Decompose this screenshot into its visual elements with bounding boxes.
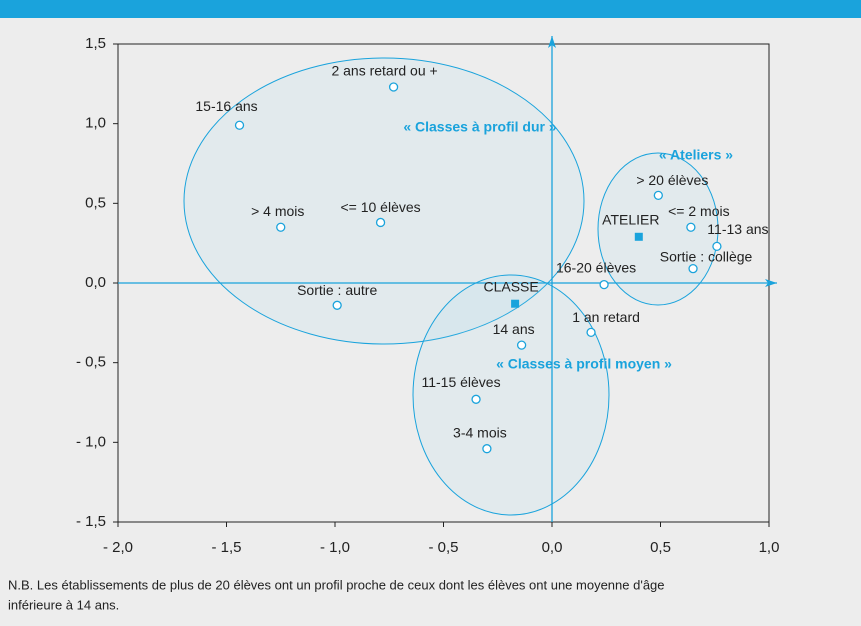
point xyxy=(516,340,527,350)
square-label: ATELIER xyxy=(602,211,659,227)
point xyxy=(653,190,663,201)
point-label: 11-15 élèves xyxy=(421,374,500,390)
x-tick-label: 0,5 xyxy=(650,539,671,556)
v-arrow xyxy=(548,36,556,48)
x-tick-label: 1,0 xyxy=(759,539,780,556)
ellipse-ateliers xyxy=(597,152,719,306)
x-tick-label: 0,0 xyxy=(542,539,563,556)
annotation: « Ateliers » xyxy=(659,147,733,163)
point-label: 11-13 ans xyxy=(707,221,768,237)
point xyxy=(688,264,698,274)
point xyxy=(712,241,722,252)
note: inférieure à 14 ans. xyxy=(8,597,119,612)
point xyxy=(686,222,696,232)
ellipse-dur xyxy=(183,57,585,345)
y-tick-label: - 1,0 xyxy=(76,433,106,450)
y-tick-label: 0,0 xyxy=(85,274,106,291)
point-label: <= 2 mois xyxy=(668,203,729,219)
point-label: Sortie : autre xyxy=(297,282,377,298)
square-point xyxy=(634,232,643,241)
point-label: 2 ans retard ou + xyxy=(331,63,437,79)
point xyxy=(599,279,609,290)
point xyxy=(276,222,286,232)
point-label: 14 ans xyxy=(493,321,535,337)
point-label: <= 10 élèves xyxy=(340,199,420,215)
x-tick-label: - 1,5 xyxy=(211,539,241,556)
point xyxy=(586,327,596,338)
point xyxy=(234,120,245,130)
annotation: « Classes à profil moyen » xyxy=(496,356,672,372)
h-arrow xyxy=(765,279,777,287)
point-label: 16-20 élèves xyxy=(556,259,636,275)
x-tick-label: - 0,5 xyxy=(428,539,458,556)
x-tick-label: - 1,0 xyxy=(320,539,350,556)
point xyxy=(375,217,386,228)
note: N.B. Les établissements de plus de 20 él… xyxy=(8,577,665,592)
point-label: > 20 élèves xyxy=(636,172,708,188)
point-label: > 4 mois xyxy=(251,203,304,219)
y-tick-label: 0,5 xyxy=(85,194,106,211)
ellipse-moyen xyxy=(412,274,610,516)
y-tick-label: 1,0 xyxy=(85,115,106,132)
y-tick-label: 1,5 xyxy=(85,35,106,52)
y-tick-label: - 0,5 xyxy=(76,354,106,371)
point xyxy=(471,394,481,404)
point-label: 3-4 mois xyxy=(453,424,507,440)
y-tick-label: - 1,5 xyxy=(76,513,106,530)
point xyxy=(388,82,399,92)
point xyxy=(482,444,492,454)
square-label: CLASSE xyxy=(483,278,538,294)
x-tick-label: - 2,0 xyxy=(103,539,133,556)
point-label: Sortie : collège xyxy=(660,248,753,264)
annotation: « Classes à profil dur » xyxy=(403,119,556,135)
point xyxy=(332,300,342,310)
square-point xyxy=(511,299,520,308)
point-label: 1 an retard xyxy=(572,309,640,325)
top-bar xyxy=(0,0,861,18)
point-label: 15-16 ans xyxy=(195,98,257,114)
